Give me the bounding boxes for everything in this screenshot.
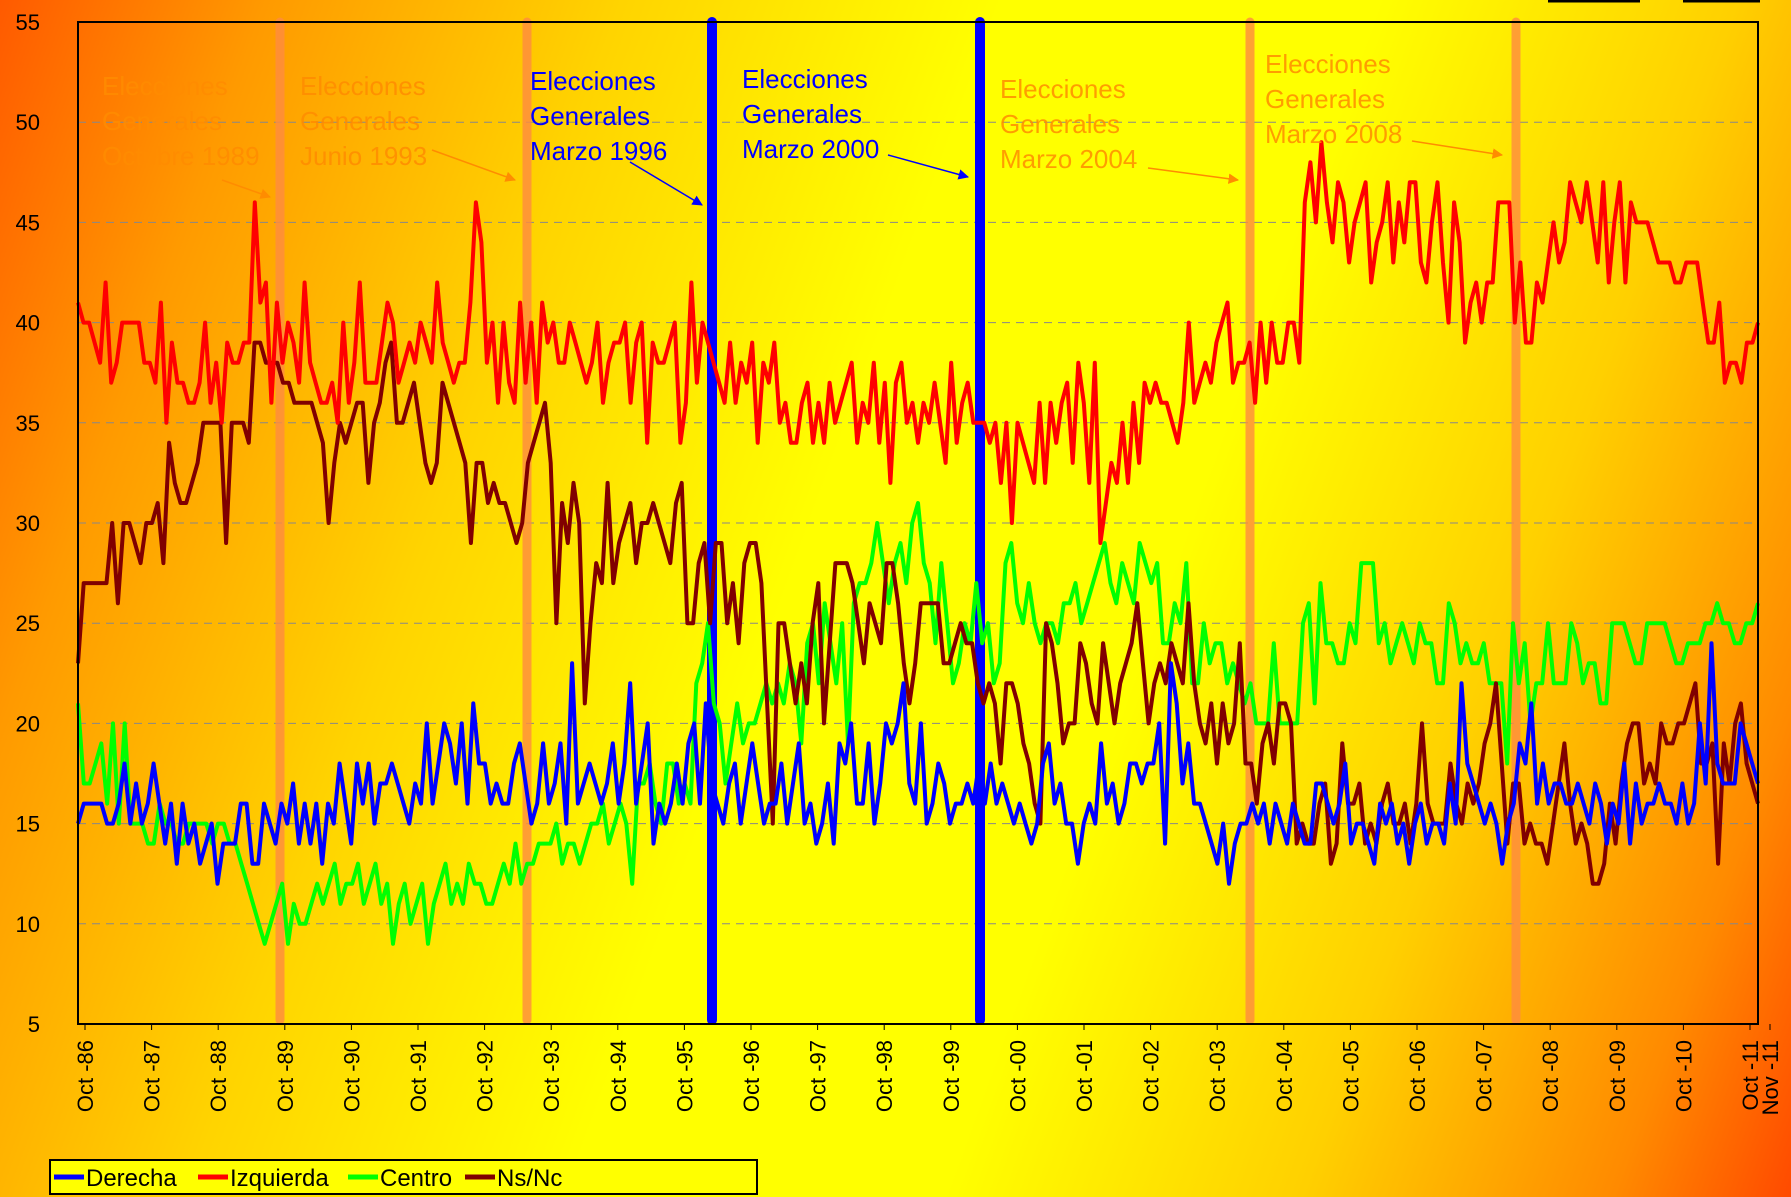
election-annotation: Elecciones Generales Junio 1993 — [300, 71, 516, 182]
y-tick-label: 45 — [16, 210, 40, 235]
x-tick-label: Oct -91 — [406, 1040, 431, 1112]
plot-frame — [77, 21, 1759, 1025]
annotation-text: Marzo 2008 — [1265, 119, 1402, 149]
x-tick-label: Oct -03 — [1205, 1040, 1230, 1112]
x-tick-label: Oct -11 — [1738, 1040, 1763, 1111]
x-axis-ticks: Oct -86 Oct -87 Oct -88 Oct -89 Oct -90 Oct -… — [73, 1024, 1783, 1115]
legend-entry: Ns/Nc — [465, 1165, 562, 1192]
x-tick-label: Oct -10 — [1671, 1040, 1696, 1112]
y-tick-label: 30 — [16, 511, 40, 536]
x-tick-label: Oct -08 — [1538, 1040, 1563, 1112]
x-tick-label: Oct -95 — [672, 1040, 697, 1112]
y-tick-label: 55 — [16, 10, 40, 35]
x-tick-label: Oct -01 — [1072, 1040, 1097, 1112]
legend-label: Centro — [380, 1165, 452, 1192]
x-tick-label: Oct -87 — [140, 1040, 165, 1112]
annotation-text: Marzo 2004 — [1000, 144, 1137, 174]
series-line-centro — [76, 501, 1760, 946]
y-tick-label: 5 — [28, 1012, 40, 1037]
annotation-text: Elecciones — [1000, 74, 1126, 104]
y-tick-label: 35 — [16, 411, 40, 436]
y-tick-label: 40 — [16, 311, 40, 336]
annotation-text: Generales — [102, 106, 222, 136]
annotation-text: Marzo 2000 — [742, 134, 879, 164]
x-tick-label: Oct -09 — [1605, 1040, 1630, 1112]
election-annotation: Elecciones Generales Octubre 1989 — [102, 71, 271, 199]
annotation-text: Generales — [742, 99, 862, 129]
legend: Derecha Izquierda Centro Ns/Nc — [49, 1159, 758, 1195]
legend-label: Izquierda — [230, 1165, 329, 1192]
legend-box — [49, 1159, 758, 1195]
x-tick-label: Oct -06 — [1405, 1040, 1430, 1112]
series-lines — [76, 140, 1760, 946]
annotation-text: Generales — [530, 101, 650, 131]
annotation-arrow — [431, 149, 516, 182]
x-tick-label: Oct -88 — [206, 1040, 231, 1112]
election-lines — [275, 17, 1521, 1025]
election-annotation: Elecciones Generales Marzo 2000 — [742, 64, 970, 180]
series-line-nsnc — [76, 340, 1760, 886]
x-tick-label: Oct -98 — [872, 1040, 897, 1112]
y-tick-label: 10 — [16, 912, 40, 937]
legend-entry: Derecha — [54, 1165, 177, 1192]
x-tick-label: Oct -05 — [1338, 1040, 1363, 1112]
series-line-derecha — [76, 641, 1760, 886]
annotation-arrow — [629, 161, 703, 206]
election-annotation: Elecciones Generales Marzo 2008 — [1265, 49, 1504, 159]
annotation-text: Elecciones — [742, 64, 868, 94]
x-tick-label: Nov -11 — [1758, 1040, 1783, 1115]
x-tick-label: Oct -00 — [1005, 1040, 1030, 1112]
x-tick-label: Oct -99 — [939, 1040, 964, 1112]
y-tick-label: 20 — [16, 711, 40, 736]
annotation-arrow — [887, 154, 970, 180]
series-line-izquierda — [76, 140, 1760, 545]
y-tick-label: 15 — [16, 812, 40, 837]
x-tick-label: Oct -90 — [339, 1040, 364, 1112]
annotation-text: Elecciones — [1265, 49, 1391, 79]
annotation-text: Marzo 1996 — [530, 136, 667, 166]
annotation-text: Generales — [1000, 109, 1120, 139]
legend-label: Ns/Nc — [497, 1165, 562, 1192]
election-annotation: Elecciones Generales Marzo 2004 — [1000, 74, 1240, 184]
y-axis-ticks: 5 10 15 20 25 30 35 40 45 50 55 — [16, 10, 40, 1037]
legend-label: Derecha — [86, 1165, 177, 1192]
y-tick-label: 50 — [16, 110, 40, 135]
annotation-text: Generales — [300, 106, 420, 136]
x-tick-label: Oct -02 — [1139, 1040, 1164, 1112]
x-tick-label: Oct -92 — [473, 1040, 498, 1112]
annotation-arrow — [221, 179, 271, 199]
x-tick-label: Oct -04 — [1272, 1040, 1297, 1112]
x-tick-label: Oct -89 — [273, 1040, 298, 1112]
annotation-text: Junio 1993 — [300, 141, 427, 171]
annotation-text: Octubre 1989 — [102, 141, 260, 171]
x-tick-label: Oct -96 — [739, 1040, 764, 1112]
legend-entry: Centro — [348, 1165, 452, 1192]
annotation-text: Elecciones — [102, 71, 228, 101]
legend-entry: Izquierda — [198, 1165, 329, 1192]
annotation-text: Elecciones — [530, 66, 656, 96]
x-tick-label: Oct -94 — [606, 1040, 631, 1112]
election-annotation: Elecciones Generales Marzo 1996 — [530, 66, 703, 206]
x-tick-label: Oct -97 — [806, 1040, 831, 1112]
x-tick-label: Oct -86 — [73, 1040, 98, 1112]
annotation-arrow — [1411, 140, 1504, 159]
annotation-text: Elecciones — [300, 71, 426, 101]
y-tick-label: 25 — [16, 611, 40, 636]
annotation-arrow — [1147, 167, 1240, 184]
x-tick-label: Oct -93 — [539, 1040, 564, 1112]
x-tick-label: Oct -07 — [1472, 1040, 1497, 1112]
annotation-text: Generales — [1265, 84, 1385, 114]
